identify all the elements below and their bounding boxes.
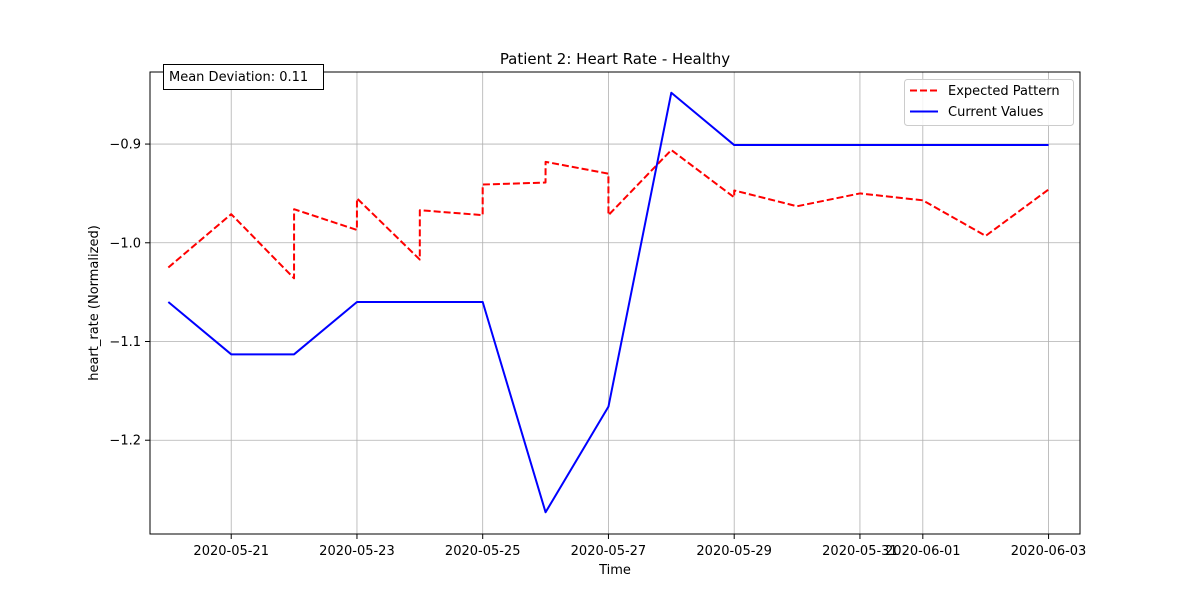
chart-title: Patient 2: Heart Rate - Healthy	[500, 50, 730, 68]
legend-label-expected: Expected Pattern	[948, 84, 1060, 99]
series-line-current-values	[167, 91, 1049, 514]
plot-series	[167, 91, 1050, 514]
x-tick-label-2020-05-21: 2020-05-21	[193, 544, 269, 559]
y-tick-label--1-1: −1.1	[109, 335, 141, 350]
legend-frame	[904, 79, 1074, 126]
x-axis-label: Time	[598, 563, 631, 578]
legend: Expected Pattern Current Values	[904, 79, 1074, 126]
y-axis-ticks: −0.9 −1.0 −1.1 −1.2	[109, 138, 150, 449]
y-tick-label--1: −1.0	[109, 236, 141, 251]
plot-frame	[149, 71, 1081, 535]
mean-deviation-annotation: Mean Deviation: 0.11	[163, 64, 324, 90]
x-tick-label-2020-05-25: 2020-05-25	[445, 544, 521, 559]
x-tick-label-2020-05-29: 2020-05-29	[696, 544, 772, 559]
series-line-expected-pattern	[167, 148, 1050, 280]
y-axis-label: heart_rate (Normalized)	[87, 225, 102, 381]
x-tick-label-2020-06-01: 2020-06-01	[885, 544, 961, 559]
x-tick-label-2020-06-03: 2020-06-03	[1011, 544, 1087, 559]
x-axis-ticks: 2020-05-21 2020-05-23 2020-05-25 2020-05-27…	[193, 534, 1086, 559]
y-tick-label--0-9: −0.9	[109, 138, 141, 153]
x-tick-label-2020-05-23: 2020-05-23	[319, 544, 395, 559]
y-tick-label--1-2: −1.2	[109, 434, 141, 449]
legend-label-current: Current Values	[948, 105, 1044, 120]
x-tick-label-2020-05-27: 2020-05-27	[571, 544, 647, 559]
x-tick-label-2020-05-31: 2020-05-31	[822, 544, 898, 559]
annotation-text: Mean Deviation: 0.11	[169, 70, 308, 85]
annotation-box	[163, 64, 324, 90]
